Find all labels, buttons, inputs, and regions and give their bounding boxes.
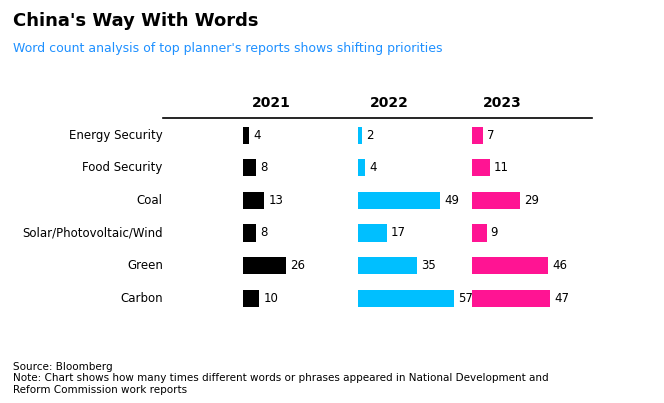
- Text: 13: 13: [268, 194, 284, 207]
- Text: 26: 26: [290, 259, 305, 272]
- FancyBboxPatch shape: [242, 159, 256, 177]
- Text: 8: 8: [260, 226, 268, 239]
- FancyBboxPatch shape: [242, 224, 256, 241]
- Text: 57: 57: [457, 292, 473, 305]
- Text: 46: 46: [552, 259, 568, 272]
- FancyBboxPatch shape: [359, 127, 362, 144]
- FancyBboxPatch shape: [359, 159, 365, 177]
- Text: 7: 7: [487, 129, 495, 142]
- FancyBboxPatch shape: [359, 290, 454, 307]
- Text: 29: 29: [524, 194, 539, 207]
- Text: 49: 49: [444, 194, 459, 207]
- FancyBboxPatch shape: [242, 127, 249, 144]
- FancyBboxPatch shape: [242, 257, 286, 274]
- Text: Coal: Coal: [137, 194, 163, 207]
- Text: 9: 9: [491, 226, 498, 239]
- FancyBboxPatch shape: [359, 257, 417, 274]
- Text: Word count analysis of top planner's reports shows shifting priorities: Word count analysis of top planner's rep…: [13, 42, 443, 55]
- Text: Food Security: Food Security: [82, 161, 163, 174]
- Text: Green: Green: [127, 259, 163, 272]
- Text: China's Way With Words: China's Way With Words: [13, 12, 259, 30]
- FancyBboxPatch shape: [471, 257, 548, 274]
- Text: 10: 10: [264, 292, 278, 305]
- Text: Solar/Photovoltaic/Wind: Solar/Photovoltaic/Wind: [22, 226, 163, 239]
- Text: 4: 4: [369, 161, 376, 174]
- FancyBboxPatch shape: [359, 192, 440, 209]
- Text: 8: 8: [260, 161, 268, 174]
- FancyBboxPatch shape: [471, 192, 520, 209]
- FancyBboxPatch shape: [242, 290, 259, 307]
- Text: 11: 11: [494, 161, 509, 174]
- FancyBboxPatch shape: [471, 159, 490, 177]
- Text: 2: 2: [366, 129, 373, 142]
- Text: Energy Security: Energy Security: [69, 129, 163, 142]
- FancyBboxPatch shape: [471, 290, 550, 307]
- FancyBboxPatch shape: [359, 224, 386, 241]
- FancyBboxPatch shape: [471, 127, 483, 144]
- Text: 35: 35: [421, 259, 436, 272]
- FancyBboxPatch shape: [242, 192, 264, 209]
- Text: 2021: 2021: [252, 96, 290, 110]
- Text: 4: 4: [254, 129, 261, 142]
- Text: Carbon: Carbon: [120, 292, 163, 305]
- Text: 2022: 2022: [370, 96, 408, 110]
- Text: 2023: 2023: [483, 96, 522, 110]
- Text: Source: Bloomberg
Note: Chart shows how many times different words or phrases ap: Source: Bloomberg Note: Chart shows how …: [13, 362, 549, 395]
- Text: 17: 17: [391, 226, 406, 239]
- Text: 47: 47: [554, 292, 569, 305]
- FancyBboxPatch shape: [471, 224, 487, 241]
